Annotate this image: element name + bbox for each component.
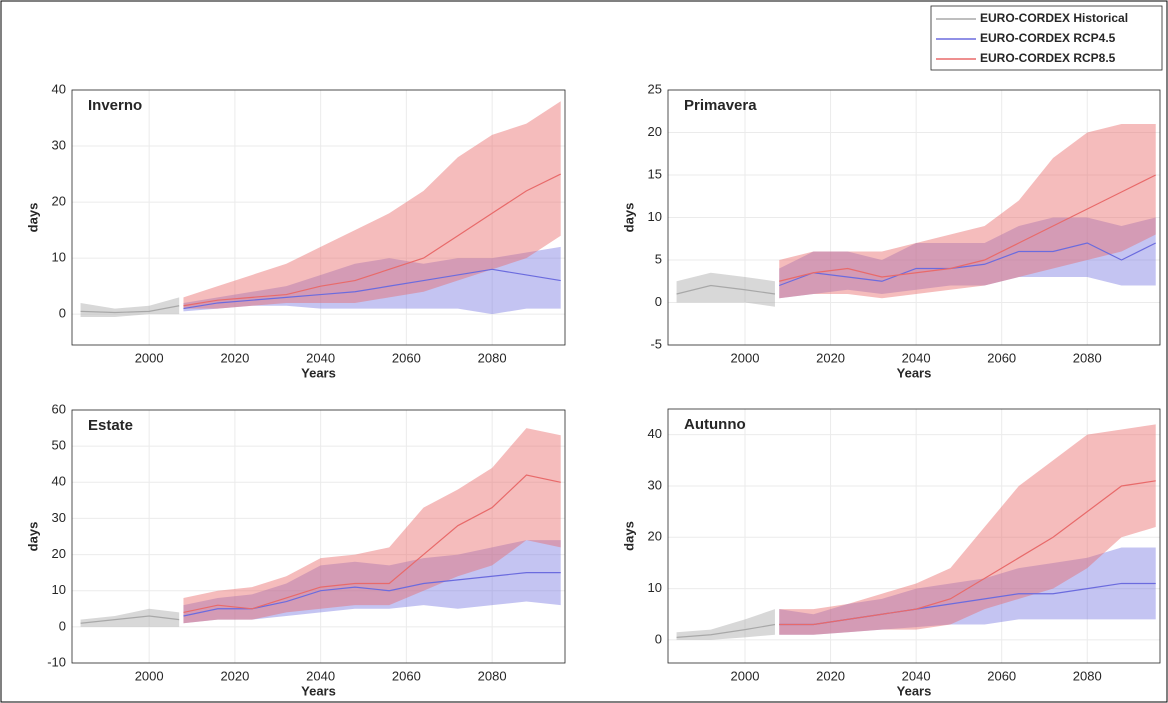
legend-label: EURO-CORDEX RCP8.5 <box>980 51 1116 65</box>
y-tick-label: 30 <box>52 510 66 525</box>
y-tick-label: 5 <box>655 251 662 266</box>
line <box>80 305 180 314</box>
line <box>676 284 776 295</box>
y-tick-label: 30 <box>52 137 66 152</box>
legend-label: EURO-CORDEX Historical <box>980 11 1128 25</box>
axes-box <box>667 89 1161 346</box>
line <box>779 480 1156 626</box>
y-tick-label: 10 <box>648 209 662 224</box>
band <box>183 246 561 315</box>
x-tick-label: 2040 <box>306 668 335 683</box>
x-axis-title: Years <box>897 365 932 380</box>
x-tick-label: 2020 <box>816 668 845 683</box>
panel-title: Primavera <box>684 97 757 114</box>
panel-title: Inverno <box>88 97 142 114</box>
y-tick-label: 0 <box>655 631 662 646</box>
x-axis-title: Years <box>301 365 336 380</box>
x-tick-label: 2040 <box>902 668 931 683</box>
y-tick-label: 10 <box>52 250 66 265</box>
band <box>183 540 561 624</box>
x-tick-label: 2060 <box>987 350 1016 365</box>
y-tick-label: 20 <box>52 194 66 209</box>
band <box>183 101 561 309</box>
y-tick-label: 40 <box>52 474 66 489</box>
y-tick-label: 25 <box>648 81 662 96</box>
x-axis-title: Years <box>301 683 336 698</box>
y-tick-label: 20 <box>648 529 662 544</box>
y-tick-label: 0 <box>59 306 66 321</box>
x-tick-label: 2020 <box>816 350 845 365</box>
x-tick-label: 2020 <box>220 668 249 683</box>
line <box>676 623 776 638</box>
x-tick-label: 2080 <box>478 668 507 683</box>
y-tick-label: 50 <box>52 438 66 453</box>
x-tick-label: 2000 <box>135 668 164 683</box>
x-tick-label: 2000 <box>135 350 164 365</box>
x-tick-label: 2040 <box>306 350 335 365</box>
legend-label: EURO-CORDEX RCP4.5 <box>980 31 1116 45</box>
axes-box <box>71 409 566 664</box>
plot-area <box>72 90 565 345</box>
panel-title: Autunno <box>684 416 746 433</box>
line <box>183 268 561 310</box>
x-tick-label: 2060 <box>392 668 421 683</box>
x-tick-label: 2000 <box>731 350 760 365</box>
x-tick-label: 2060 <box>987 668 1016 683</box>
x-tick-label: 2040 <box>902 350 931 365</box>
band <box>676 272 775 307</box>
y-tick-label: 40 <box>52 81 66 96</box>
panel-title: Estate <box>88 417 133 434</box>
y-axis-title: days <box>621 203 636 233</box>
band <box>779 424 1156 635</box>
y-tick-label: 10 <box>648 580 662 595</box>
x-tick-label: 2060 <box>392 350 421 365</box>
y-tick-label: -10 <box>47 654 66 669</box>
y-axis-title: days <box>25 203 40 233</box>
y-axis-title: days <box>621 521 636 551</box>
axes-box <box>667 408 1161 664</box>
axes-box <box>71 89 566 346</box>
band <box>676 609 775 640</box>
plot-area <box>72 410 565 663</box>
y-tick-label: 0 <box>59 618 66 633</box>
line <box>779 174 1156 282</box>
line <box>779 242 1156 287</box>
x-tick-label: 2080 <box>478 350 507 365</box>
y-tick-label: 0 <box>655 294 662 309</box>
legend-box <box>930 5 1163 71</box>
line <box>183 173 561 307</box>
x-tick-label: 2020 <box>220 350 249 365</box>
x-tick-label: 2080 <box>1073 350 1102 365</box>
y-tick-label: 20 <box>648 124 662 139</box>
y-tick-label: 20 <box>52 546 66 561</box>
band <box>779 547 1156 635</box>
y-tick-label: 40 <box>648 426 662 441</box>
y-tick-label: 60 <box>52 401 66 416</box>
plot-area <box>668 409 1160 663</box>
x-tick-label: 2080 <box>1073 668 1102 683</box>
x-tick-label: 2000 <box>731 668 760 683</box>
band <box>779 124 1156 299</box>
line <box>183 474 561 613</box>
y-tick-label: 15 <box>648 166 662 181</box>
x-axis-title: Years <box>897 683 932 698</box>
y-axis-title: days <box>25 522 40 552</box>
band <box>779 217 1156 299</box>
band <box>183 428 561 624</box>
line <box>80 615 180 624</box>
y-tick-label: 10 <box>52 582 66 597</box>
y-tick-label: 30 <box>648 477 662 492</box>
y-tick-label: -5 <box>650 336 662 351</box>
